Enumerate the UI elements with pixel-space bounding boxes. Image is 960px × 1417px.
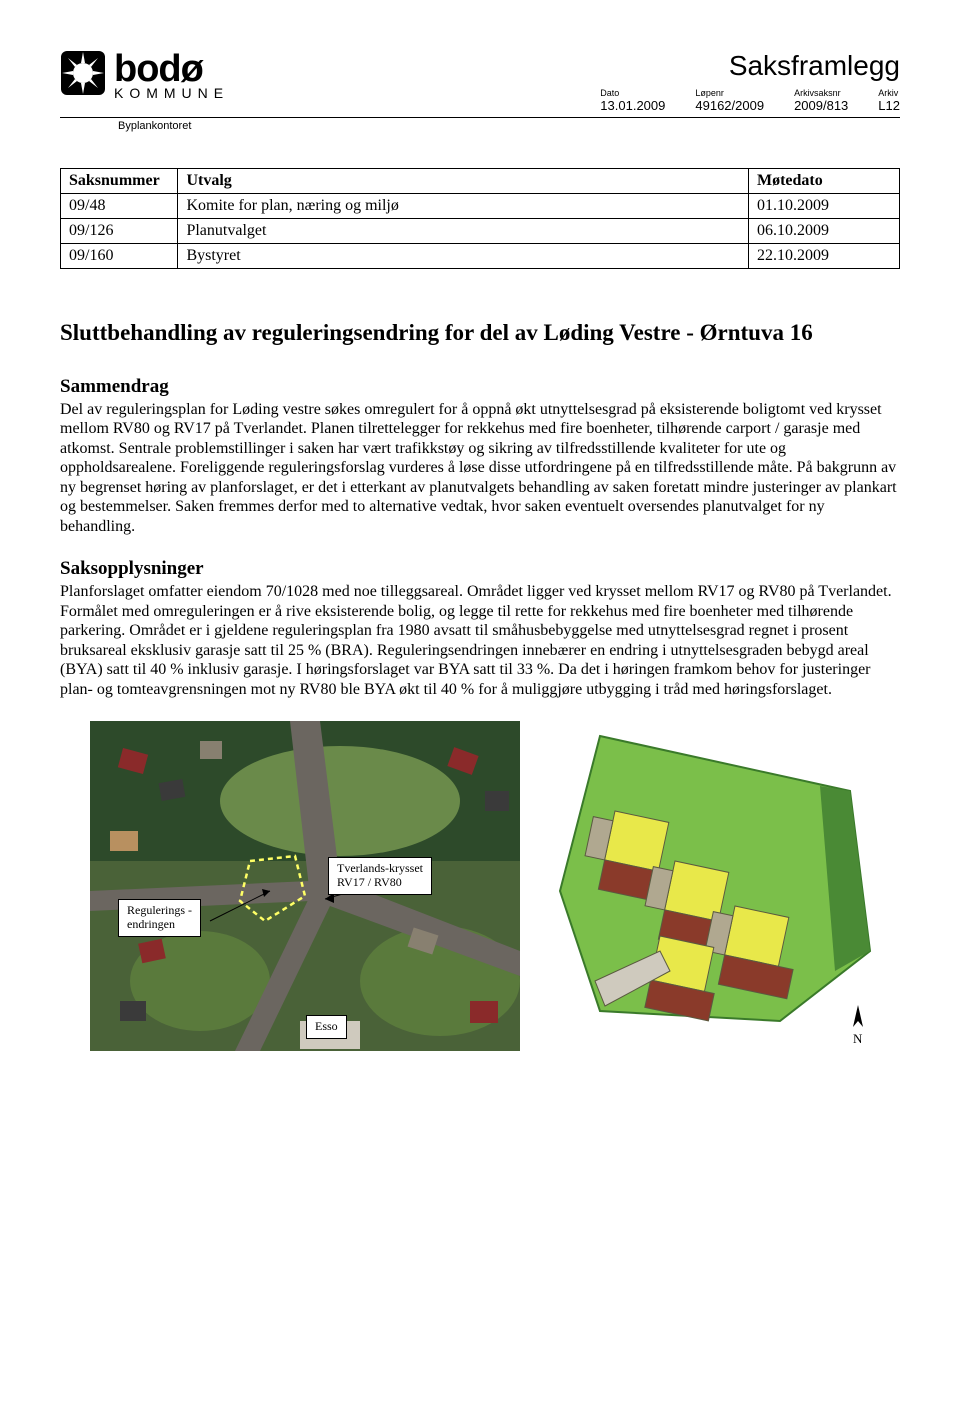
col-header: Utvalg bbox=[178, 169, 749, 194]
table-row: 09/160 Bystyret 22.10.2009 bbox=[61, 244, 900, 269]
meta-block: Saksframlegg Dato 13.01.2009 Løpenr 4916… bbox=[600, 50, 900, 113]
meta-label: Dato bbox=[600, 88, 619, 98]
meta-label: Arkivsaksnr bbox=[794, 88, 841, 98]
callout-esso: Esso bbox=[306, 1015, 347, 1039]
cell: 06.10.2009 bbox=[748, 219, 899, 244]
page-header: bodø KOMMUNE Saksframlegg Dato 13.01.200… bbox=[60, 50, 900, 118]
document-title: Sluttbehandling av reguleringsendring fo… bbox=[60, 319, 900, 348]
callout-text: Esso bbox=[315, 1019, 338, 1033]
meta-label: Løpenr bbox=[695, 88, 724, 98]
case-table: Saksnummer Utvalg Møtedato 09/48 Komite … bbox=[60, 168, 900, 269]
meta-value: 49162/2009 bbox=[695, 98, 764, 113]
aerial-figure: Regulerings -endringen Tverlands-krysset… bbox=[90, 721, 520, 1051]
logo-text: bodø KOMMUNE bbox=[114, 50, 229, 100]
col-header: Møtedato bbox=[748, 169, 899, 194]
callout-regulation: Regulerings -endringen bbox=[118, 899, 201, 937]
brand-subtitle: KOMMUNE bbox=[114, 86, 229, 100]
meta-row: Dato 13.01.2009 Løpenr 49162/2009 Arkivs… bbox=[600, 88, 900, 113]
compass-label: N bbox=[853, 1031, 863, 1046]
table-header-row: Saksnummer Utvalg Møtedato bbox=[61, 169, 900, 194]
cell: 09/126 bbox=[61, 219, 178, 244]
meta-dato: Dato 13.01.2009 bbox=[600, 88, 665, 113]
meta-value: 13.01.2009 bbox=[600, 98, 665, 113]
cell: Planutvalget bbox=[178, 219, 749, 244]
department-label: Byplankontoret bbox=[118, 120, 900, 132]
table-row: 09/48 Komite for plan, næring og miljø 0… bbox=[61, 194, 900, 219]
cell: Bystyret bbox=[178, 244, 749, 269]
meta-lopenr: Løpenr 49162/2009 bbox=[695, 88, 764, 113]
meta-arkiv: Arkiv L12 bbox=[878, 88, 900, 113]
meta-value: L12 bbox=[878, 98, 900, 113]
info-body: Planforslaget omfatter eiendom 70/1028 m… bbox=[60, 582, 900, 699]
figure-row: Regulerings -endringen Tverlands-krysset… bbox=[90, 721, 900, 1051]
brand-name: bodø bbox=[114, 50, 229, 88]
cell: 22.10.2009 bbox=[748, 244, 899, 269]
document-type: Saksframlegg bbox=[729, 50, 900, 82]
cell: Komite for plan, næring og miljø bbox=[178, 194, 749, 219]
callout-text: Tverlands-kryssetRV17 / RV80 bbox=[337, 861, 423, 889]
cell: 09/160 bbox=[61, 244, 178, 269]
callout-text: Regulerings -endringen bbox=[127, 903, 192, 931]
cell: 01.10.2009 bbox=[748, 194, 899, 219]
logo-block: bodø KOMMUNE bbox=[60, 50, 229, 100]
callout-junction: Tverlands-kryssetRV17 / RV80 bbox=[328, 857, 432, 895]
meta-value: 2009/813 bbox=[794, 98, 848, 113]
cell: 09/48 bbox=[61, 194, 178, 219]
meta-arkivsaksnr: Arkivsaksnr 2009/813 bbox=[794, 88, 848, 113]
info-heading: Saksopplysninger bbox=[60, 558, 900, 580]
municipality-logo-icon bbox=[60, 50, 106, 96]
col-header: Saksnummer bbox=[61, 169, 178, 194]
table-row: 09/126 Planutvalget 06.10.2009 bbox=[61, 219, 900, 244]
aerial-map-icon bbox=[90, 721, 520, 1051]
summary-body: Del av reguleringsplan for Løding vestre… bbox=[60, 400, 900, 537]
siteplan-icon: N bbox=[540, 721, 880, 1051]
summary-heading: Sammendrag bbox=[60, 376, 900, 398]
siteplan-figure: N bbox=[540, 721, 880, 1051]
meta-label: Arkiv bbox=[878, 88, 898, 98]
